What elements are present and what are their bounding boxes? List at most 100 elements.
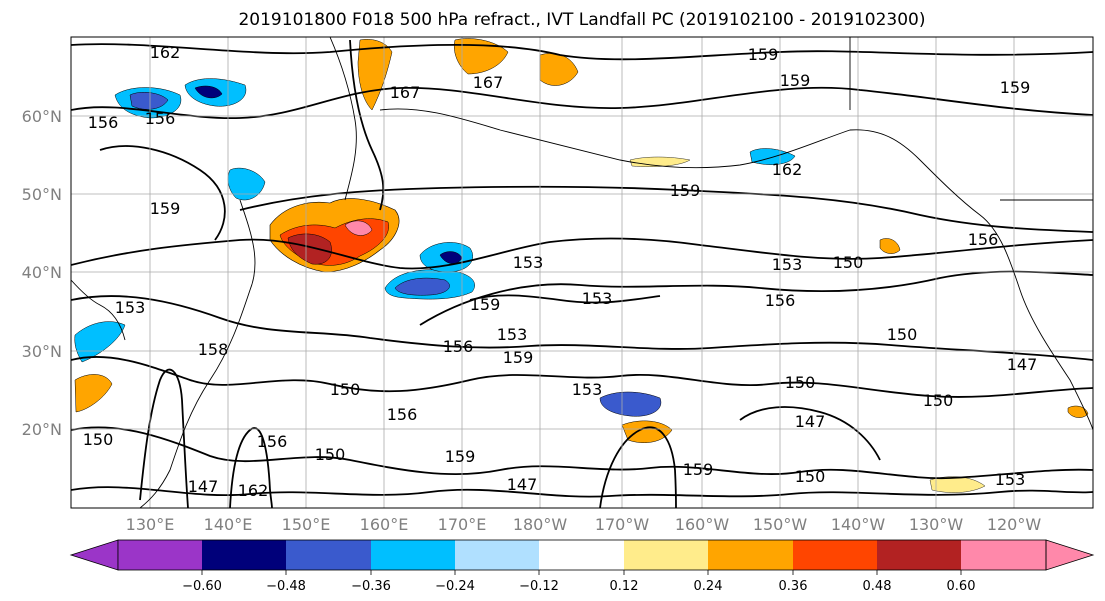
- contour-label: 147: [188, 477, 219, 496]
- contour-label: 159: [670, 181, 701, 200]
- map-frame: [70, 36, 1094, 509]
- anomaly-negative-patch: [599, 391, 662, 417]
- contour-line: [739, 406, 881, 461]
- anomaly-negative-patch: [194, 85, 223, 99]
- lat-tick-label: 30°N: [22, 342, 62, 361]
- contour-label: 153: [115, 298, 146, 317]
- anomaly-positive-patch: [929, 476, 986, 493]
- contour-label: 156: [145, 109, 176, 128]
- lat-tick-label: 50°N: [22, 185, 62, 204]
- contour-label: 150: [833, 253, 864, 272]
- contour-label: 159: [683, 460, 714, 479]
- colorbar-segment: [877, 540, 961, 570]
- contour-label: 156: [387, 405, 418, 424]
- colorbar-segment: [202, 540, 286, 570]
- longitude-labels: 130°E 140°E 150°E 160°E 170°E 180°W 170°…: [126, 515, 1042, 534]
- colorbar-frame: [117, 539, 1047, 571]
- contour-label: 147: [507, 475, 538, 494]
- lon-tick-label: 130°E: [126, 515, 175, 534]
- contour-label: 150: [83, 430, 114, 449]
- latitude-labels: 60°N 50°N 40°N 30°N 20°N: [22, 107, 62, 439]
- contour-line: [599, 426, 677, 508]
- colorbar-segment: [371, 540, 455, 570]
- map-title: 2019101800 F018 500 hPa refract., IVT La…: [238, 10, 925, 30]
- colorbar-tick-label: −0.12: [519, 579, 559, 594]
- contour-label: 150: [315, 445, 346, 464]
- colorbar-tick-label: −0.24: [435, 579, 475, 594]
- colorbar-segment: [118, 540, 202, 570]
- lat-tick-label: 20°N: [22, 420, 62, 439]
- lon-tick-label: 160°W: [675, 515, 730, 534]
- contour-label: 153: [582, 289, 613, 308]
- contour-line: [419, 270, 1093, 326]
- coastline: [139, 199, 256, 508]
- map-panel: 162 159 159 159 167 167 156 156 159 162 …: [70, 36, 1094, 509]
- contour-label: 162: [238, 481, 269, 500]
- contour-line: [99, 145, 226, 241]
- colorbar-tick-label: 0.36: [779, 579, 808, 594]
- colorbar: −0.60 −0.48 −0.36 −0.24 −0.12 0.12 0.24 …: [69, 539, 1095, 594]
- contour-label: 150: [887, 325, 918, 344]
- contour-line: [469, 294, 661, 304]
- contour-labels: 162 159 159 159 167 167 156 156 159 162 …: [83, 43, 1038, 500]
- lon-tick-label: 170°W: [595, 515, 650, 534]
- colorbar-tick-label: −0.60: [182, 579, 222, 594]
- colorbar-segment: [793, 540, 877, 570]
- contour-label: 167: [473, 73, 504, 92]
- anomaly-positive-patch: [287, 233, 332, 265]
- contour-label: 159: [445, 447, 476, 466]
- contour-label: 153: [513, 253, 544, 272]
- contour-label: 156: [443, 337, 474, 356]
- contour-label: 156: [88, 113, 119, 132]
- lon-tick-label: 170°E: [438, 515, 487, 534]
- coastline: [329, 37, 357, 201]
- contour-label: 150: [795, 467, 826, 486]
- colorbar-segment: [286, 540, 371, 570]
- anomaly-negative-patch: [227, 167, 266, 201]
- contour-line: [71, 486, 1093, 498]
- contour-line: [71, 43, 1093, 61]
- anomaly-positive-patch: [74, 374, 113, 413]
- contour-label: 147: [1007, 355, 1038, 374]
- anomaly-negative-patch: [394, 277, 450, 296]
- lon-tick-label: 150°E: [282, 515, 331, 534]
- contour-label: 150: [785, 373, 816, 392]
- contour-line: [71, 86, 1093, 120]
- colorbar-tick-label: 0.24: [694, 579, 723, 594]
- lon-tick-label: 120°W: [987, 515, 1042, 534]
- colorbar-tick-label: 0.12: [610, 579, 639, 594]
- contour-label: 147: [795, 412, 826, 431]
- lon-tick-label: 160°E: [360, 515, 409, 534]
- colorbar-segment: [455, 540, 539, 570]
- contour-label: 159: [780, 71, 811, 90]
- refractivity-anomaly-fills: [74, 38, 1089, 493]
- colorbar-extend-low: [69, 539, 119, 571]
- colorbar-tick-label: −0.48: [266, 579, 306, 594]
- contour-label: 156: [765, 291, 796, 310]
- contour-label: 162: [772, 160, 803, 179]
- contour-line: [71, 356, 1093, 398]
- lon-tick-label: 180°W: [513, 515, 568, 534]
- contour-label: 156: [257, 432, 288, 451]
- contour-label: 167: [390, 83, 421, 102]
- anomaly-positive-patch: [1067, 405, 1089, 418]
- colorbar-tick-label: 0.48: [863, 579, 892, 594]
- coastlines: [71, 37, 1093, 508]
- anomaly-positive-patch: [344, 220, 373, 236]
- colorbar-tick-label: 0.60: [947, 579, 976, 594]
- contour-label: 158: [198, 340, 229, 359]
- contour-line: [71, 426, 1093, 480]
- graticule: [71, 37, 1093, 508]
- contour-label: 150: [923, 391, 954, 410]
- lon-tick-label: 150°W: [753, 515, 808, 534]
- coastline: [71, 279, 126, 341]
- colorbar-segment: [961, 540, 1046, 570]
- lon-tick-label: 130°W: [909, 515, 964, 534]
- anomaly-negative-patch: [74, 321, 126, 363]
- contour-line: [229, 427, 273, 508]
- contour-label: 159: [470, 295, 501, 314]
- colorbar-ticks: [201, 570, 962, 575]
- refractivity-contours: [71, 39, 1093, 508]
- coastline: [379, 108, 1093, 431]
- anomaly-positive-patch: [621, 420, 673, 443]
